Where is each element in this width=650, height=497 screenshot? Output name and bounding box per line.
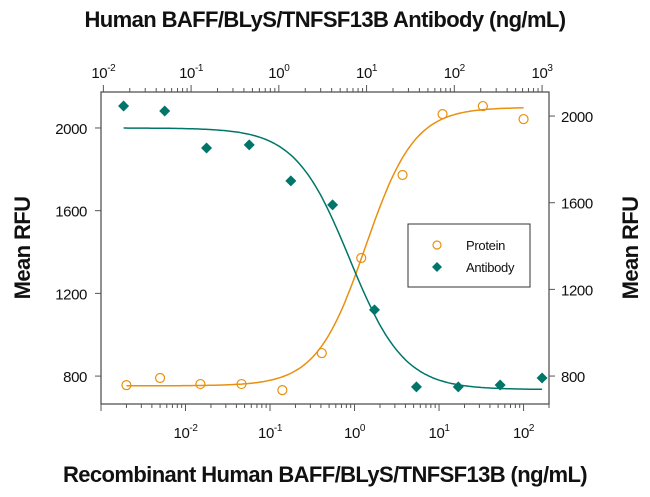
plot-frame — [100, 91, 550, 405]
left-axis-tick-label: 1200 — [55, 286, 87, 303]
antibody-data-point — [368, 304, 380, 316]
legend-protein-marker — [432, 240, 442, 250]
antibody-data-point — [243, 139, 255, 151]
bottom-axis-tick-label: 10-1 — [258, 423, 283, 442]
right-axis-tick-label: 1600 — [561, 196, 593, 213]
bottom-axis-tick-label: 101 — [429, 423, 451, 442]
antibody-data-point — [327, 199, 339, 211]
antibody-fit-curve — [123, 127, 543, 391]
bottom-axis-tick-label: 102 — [513, 423, 535, 442]
antibody-data-point — [118, 100, 130, 112]
legend-box — [407, 223, 531, 288]
protein-data-point — [437, 108, 448, 120]
antibody-data-point — [285, 175, 297, 187]
legend-antibody-marker — [432, 262, 442, 272]
protein-data-point — [236, 378, 247, 390]
legend-protein-label: Protein — [466, 238, 505, 253]
legend: Protein Antibody — [407, 223, 531, 288]
antibody-data-point — [536, 372, 548, 384]
protein-data-point — [195, 378, 206, 390]
top-axis-tick-label: 10-1 — [179, 63, 204, 82]
antibody-data-point — [201, 142, 213, 154]
protein-data-point — [121, 380, 132, 391]
protein-data-point — [277, 385, 288, 396]
protein-data-point — [477, 100, 488, 112]
top-axis-tick-label: 100 — [268, 63, 290, 82]
left-axis-tick-label: 800 — [63, 369, 87, 386]
protein-data-point — [154, 372, 166, 384]
protein-data-point — [518, 113, 529, 125]
top-axis-title: Human BAFF/BLyS/TNFSF13B Antibody (ng/mL… — [85, 7, 566, 32]
protein-data-point — [356, 252, 367, 264]
antibody-data-point — [410, 381, 422, 393]
top-axis-tick-label: 10-2 — [91, 63, 116, 82]
right-axis-tick-label: 2000 — [561, 109, 593, 126]
left-axis-title: Mean RFU — [10, 197, 35, 300]
antibody-data-point — [494, 379, 506, 391]
bottom-axis-title: Recombinant Human BAFF/BLyS/TNFSF13B (ng… — [63, 462, 587, 487]
antibody-data-point — [452, 381, 464, 393]
antibody-data-point — [159, 105, 171, 117]
left-axis-tick-label: 2000 — [55, 121, 87, 138]
top-axis-tick-label: 102 — [444, 63, 466, 82]
protein-fit-curve — [126, 107, 524, 387]
top-axis-tick-label: 101 — [356, 63, 378, 82]
bottom-axis-tick-label: 100 — [344, 423, 366, 442]
legend-antibody-label: Antibody — [466, 260, 515, 275]
top-axis-tick-label: 103 — [532, 63, 554, 82]
right-axis-title: Mean RFU — [618, 197, 643, 300]
right-axis-tick-label: 1200 — [561, 282, 593, 299]
protein-data-point — [316, 347, 327, 359]
left-axis-tick-label: 1600 — [55, 204, 87, 221]
bottom-axis-tick-label: 10-2 — [174, 423, 199, 442]
right-axis-tick-label: 800 — [561, 369, 585, 386]
protein-data-point — [397, 169, 408, 181]
